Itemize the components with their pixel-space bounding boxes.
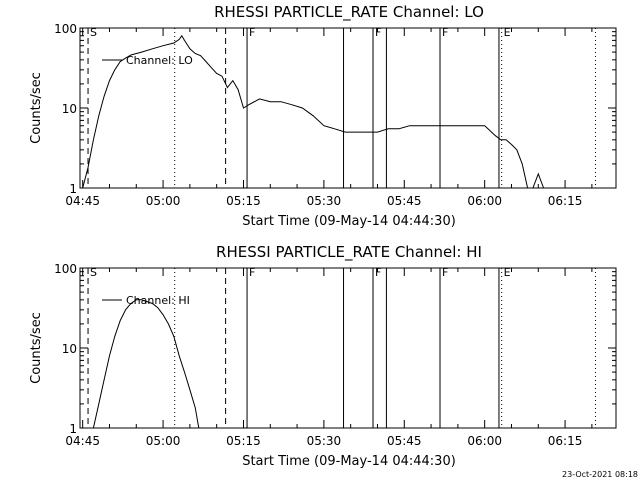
event-label: F — [249, 266, 255, 279]
x-tick-label: 05:15 — [226, 434, 261, 448]
event-label: F — [442, 26, 448, 39]
x-axis-label: Start Time (09-May-14 04:44:30) — [242, 454, 456, 469]
panel-lo: RHESSI PARTICLE_RATE Channel: LO Start T… — [29, 3, 617, 229]
x-tick-label: 05:00 — [146, 434, 181, 448]
x-tick-label: 05:00 — [146, 194, 181, 208]
x-tick-label: 06:00 — [467, 434, 502, 448]
y-tick-label: 10 — [62, 102, 77, 116]
y-axis-label: Counts/sec — [29, 312, 44, 384]
x-tick-label: 04:45 — [65, 194, 100, 208]
x-tick-label: 05:30 — [307, 434, 342, 448]
event-label: S — [90, 266, 97, 279]
event-label: E — [504, 266, 511, 279]
y-tick-label: 100 — [54, 22, 77, 36]
x-tick-label: 05:30 — [307, 194, 342, 208]
x-tick-label: 04:45 — [65, 434, 100, 448]
panel-hi: RHESSI PARTICLE_RATE Channel: HI Start T… — [29, 243, 617, 469]
y-axis-label: Counts/sec — [29, 72, 44, 144]
x-tick-label: 05:15 — [226, 194, 261, 208]
event-label: F — [249, 26, 255, 39]
event-label: F — [375, 26, 381, 39]
footer-timestamp: 23-Oct-2021 08:18 — [562, 470, 638, 479]
x-axis-label: Start Time (09-May-14 04:44:30) — [242, 214, 456, 229]
y-tick-label: 1 — [69, 182, 77, 196]
chart-title: RHESSI PARTICLE_RATE Channel: HI — [216, 243, 482, 262]
event-label: F — [442, 266, 448, 279]
series-line — [92, 299, 200, 429]
event-label: E — [504, 26, 511, 39]
y-tick-label: 1 — [69, 422, 77, 436]
legend-entry: Channel: LO — [126, 54, 193, 67]
x-tick-label: 06:15 — [548, 434, 583, 448]
y-tick-label: 10 — [62, 342, 77, 356]
series-line — [82, 34, 587, 189]
chart-title: RHESSI PARTICLE_RATE Channel: LO — [214, 3, 484, 22]
x-tick-label: 05:45 — [387, 194, 422, 208]
x-tick-label: 06:15 — [548, 194, 583, 208]
x-tick-label: 05:45 — [387, 434, 422, 448]
event-label: F — [375, 266, 381, 279]
y-tick-label: 100 — [54, 262, 77, 276]
event-label: S — [90, 26, 97, 39]
legend-entry: Channel: HI — [126, 294, 190, 307]
x-tick-label: 06:00 — [467, 194, 502, 208]
